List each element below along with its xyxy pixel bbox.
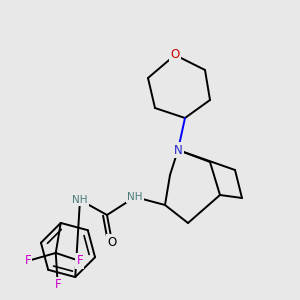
Text: O: O bbox=[170, 49, 180, 62]
Text: F: F bbox=[24, 254, 31, 268]
Text: F: F bbox=[76, 254, 83, 268]
Text: O: O bbox=[107, 236, 117, 248]
Text: N: N bbox=[174, 143, 182, 157]
Text: NH: NH bbox=[127, 192, 143, 202]
Text: F: F bbox=[54, 278, 61, 292]
Text: NH: NH bbox=[72, 195, 88, 205]
